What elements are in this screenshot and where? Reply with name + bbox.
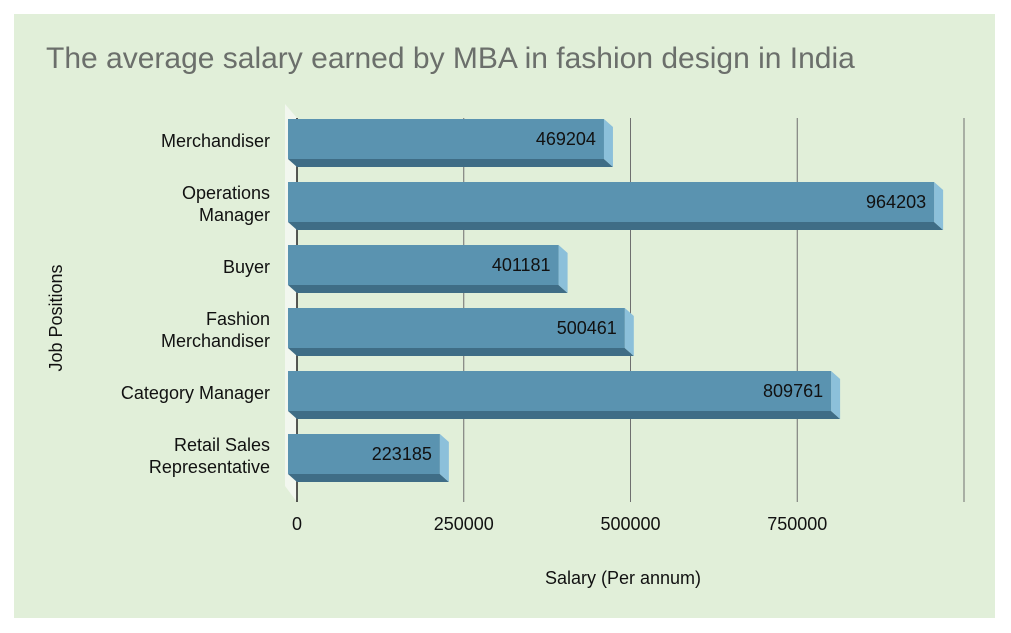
bar	[288, 119, 613, 167]
y-tick-label: Fashion Merchandiser	[161, 309, 270, 351]
bar-end	[558, 245, 568, 293]
x-tick-labels: 0 250000 500000 750000	[292, 514, 827, 534]
y-tick-label: Buyer	[223, 257, 270, 277]
bar-face	[288, 371, 832, 411]
data-label: 223185	[372, 444, 432, 464]
y-tick-label: Category Manager	[121, 383, 270, 403]
bar-bottom	[288, 159, 613, 167]
bar-face	[288, 119, 604, 159]
bar-face	[288, 434, 440, 474]
bar-face	[288, 182, 935, 222]
x-axis-title: Salary (Per annum)	[545, 568, 701, 588]
chart-title: The average salary earned by MBA in fash…	[46, 42, 855, 75]
data-label: 809761	[763, 381, 823, 401]
y-tick-label: Operations Manager	[182, 183, 270, 225]
data-label: 500461	[557, 318, 617, 338]
data-label: 964203	[866, 192, 926, 212]
bar-bottom	[288, 285, 568, 293]
x-tick-label: 250000	[434, 514, 494, 534]
data-label: 401181	[492, 255, 551, 275]
y-tick-labels: Merchandiser Operations Manager Buyer Fashio…	[121, 131, 270, 477]
x-tick-label: 500000	[600, 514, 660, 534]
bar	[288, 371, 841, 419]
bar-face	[288, 245, 559, 285]
bar-bottom	[288, 474, 449, 482]
bar	[288, 434, 449, 482]
data-label: 469204	[536, 129, 596, 149]
bar-end	[624, 308, 634, 356]
bar	[288, 182, 944, 230]
y-axis-title: Job Positions	[46, 264, 66, 371]
bar-end	[439, 434, 449, 482]
bar	[288, 245, 568, 293]
bars: 469204 964203 401181 500461 809761 223185	[288, 119, 944, 482]
bar-bottom	[288, 411, 841, 419]
y-tick-label: Merchandiser	[161, 131, 270, 151]
bar-bottom	[288, 222, 944, 230]
bar-face	[288, 308, 625, 348]
bar-end	[831, 371, 841, 419]
x-tick-label: 0	[292, 514, 302, 534]
x-tick-label: 750000	[767, 514, 827, 534]
bar-end	[603, 119, 613, 167]
y-tick-label: Retail Sales Representative	[149, 435, 270, 477]
bar	[288, 308, 634, 356]
bar-end	[934, 182, 944, 230]
bar-bottom	[288, 348, 634, 356]
